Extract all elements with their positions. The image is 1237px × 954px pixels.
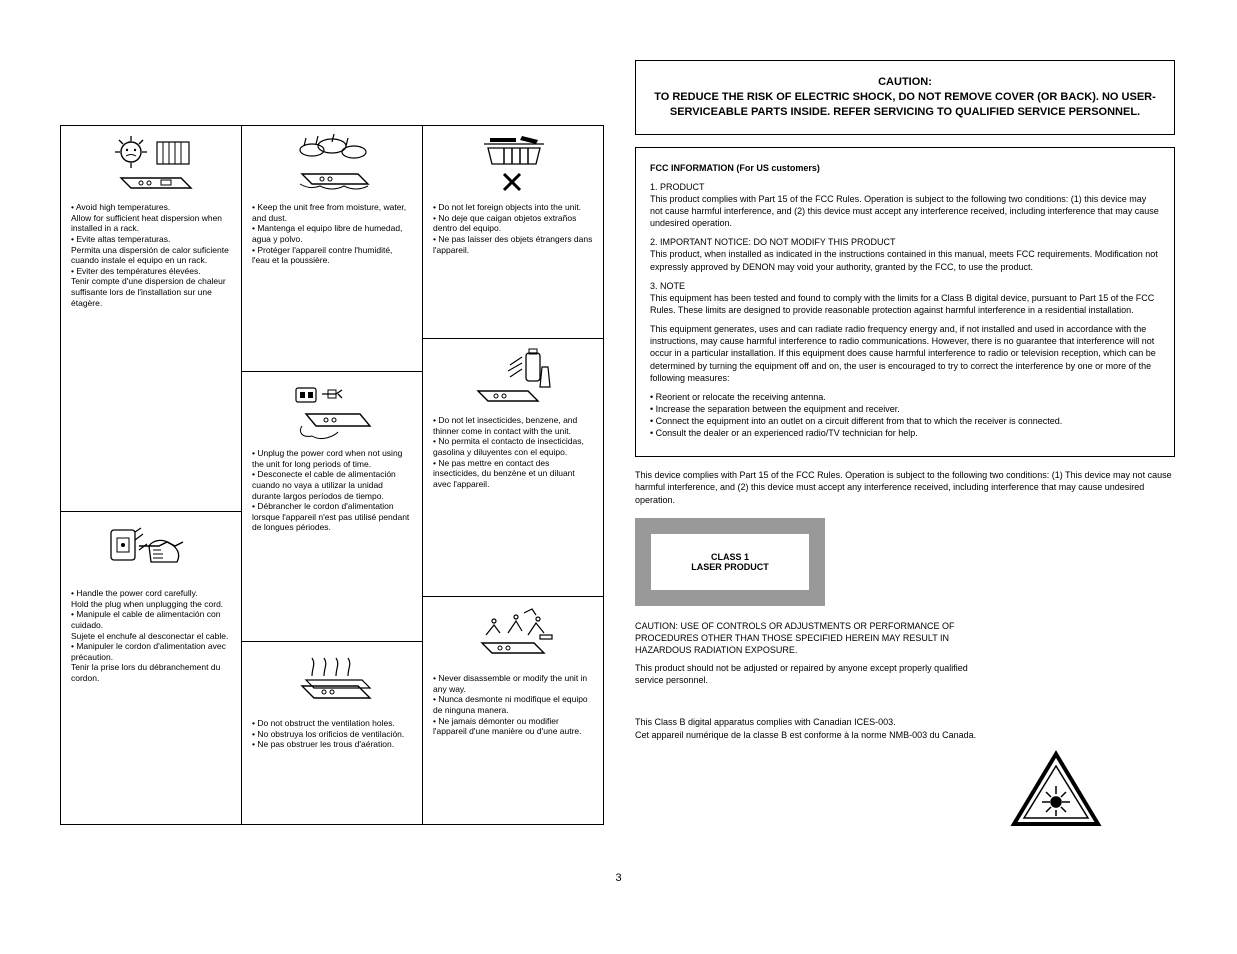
precaution-cell: • Never disassemble or modify the unit i… — [423, 596, 604, 826]
precaution-cell: • Handle the power cord carefully. Hold … — [61, 511, 241, 826]
canada-p: This Class B digital apparatus complies … — [635, 716, 1175, 740]
fcc-heading: FCC INFORMATION (For US customers) — [650, 162, 1160, 174]
laser-warning-icon — [1010, 750, 1102, 830]
laser-caution-text: CAUTION: USE OF CONTROLS OR ADJUSTMENTS … — [635, 620, 975, 687]
fcc-box: FCC INFORMATION (For US customers) 1. PR… — [635, 147, 1175, 458]
precaution-cell: • Keep the unit free from moisture, wate… — [242, 126, 422, 371]
sunlight-icon — [101, 134, 201, 198]
fcc-p: • Reorient or relocate the receiving ant… — [650, 391, 1160, 440]
chemicals-icon — [464, 347, 564, 411]
laser-p: CAUTION: USE OF CONTROLS OR ADJUSTMENTS … — [635, 620, 975, 656]
canada-text: This Class B digital apparatus complies … — [635, 716, 1175, 740]
foreign-object-icon — [464, 134, 564, 198]
precaution-text: • Keep the unit free from moisture, wate… — [252, 202, 412, 266]
ventilation-icon — [282, 650, 382, 714]
info-panel: CAUTION: TO REDUCE THE RISK OF ELECTRIC … — [635, 60, 1175, 747]
disassemble-icon — [464, 605, 564, 669]
precaution-cell: • Avoid high temperatures. Allow for suf… — [61, 126, 241, 511]
precaution-text: • Avoid high temperatures. Allow for suf… — [71, 202, 231, 308]
class1-laser-label: CLASS 1 LASER PRODUCT — [635, 518, 825, 606]
unplug-icon — [282, 380, 382, 444]
moisture-icon — [282, 134, 382, 198]
plug-hand-icon — [101, 520, 201, 584]
precaution-text: • Do not let insecticides, benzene, and … — [433, 415, 594, 489]
fcc-p: 3. NOTE This equipment has been tested a… — [650, 280, 1160, 316]
fcc-p: 2. IMPORTANT NOTICE: DO NOT MODIFY THIS … — [650, 236, 1160, 272]
fcc-p: This equipment generates, uses and can r… — [650, 323, 1160, 384]
compliance-p: This device complies with Part 15 of the… — [635, 469, 1175, 505]
precaution-text: • Never disassemble or modify the unit i… — [433, 673, 594, 737]
precaution-text: • Do not let foreign objects into the un… — [433, 202, 594, 255]
precaution-cell: • Unplug the power cord when not using t… — [242, 371, 422, 641]
laser-p: This product should not be adjusted or r… — [635, 662, 975, 686]
precaution-text: • Do not obstruct the ventilation holes.… — [252, 718, 412, 750]
page-number: 3 — [615, 872, 621, 884]
precaution-cell: • Do not let insecticides, benzene, and … — [423, 338, 604, 596]
precaution-cell: • Do not let foreign objects into the un… — [423, 126, 604, 338]
precaution-text: • Unplug the power cord when not using t… — [252, 448, 412, 533]
precaution-cell: • Do not obstruct the ventilation holes.… — [242, 641, 422, 826]
precautions-panel: • Avoid high temperatures. Allow for suf… — [60, 125, 604, 825]
precaution-text: • Handle the power cord carefully. Hold … — [71, 588, 231, 684]
compliance-text: This device complies with Part 15 of the… — [635, 469, 1175, 505]
fcc-p: 1. PRODUCT This product complies with Pa… — [650, 181, 1160, 230]
caution-box: CAUTION: TO REDUCE THE RISK OF ELECTRIC … — [635, 60, 1175, 135]
